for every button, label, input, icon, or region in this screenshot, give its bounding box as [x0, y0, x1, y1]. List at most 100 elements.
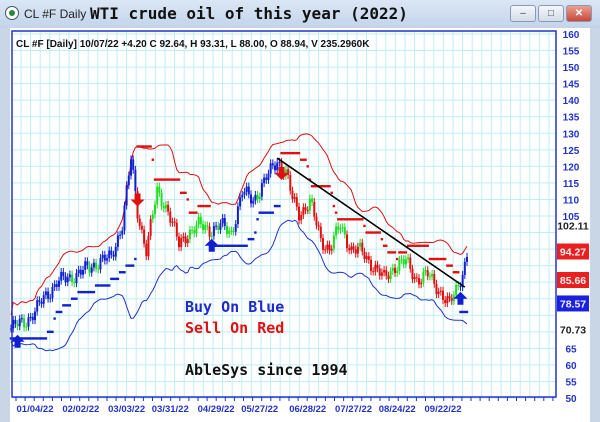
- price-bar-body: [335, 226, 338, 236]
- stop-dot: [345, 218, 349, 221]
- price-bar-body: [25, 326, 28, 328]
- stop-dot: [286, 151, 290, 155]
- price-bar-body: [239, 197, 242, 207]
- bands: [10, 133, 468, 352]
- x-tick-label: 03/31/22: [152, 404, 189, 415]
- price-bar-body: [258, 196, 261, 200]
- price-bar-body: [210, 235, 213, 237]
- stop-dot: [221, 244, 224, 247]
- y-tick-label: 60: [565, 361, 577, 372]
- stop-dot: [116, 277, 120, 281]
- stop-dot: [356, 218, 360, 221]
- stop-dot: [426, 244, 429, 247]
- price-bar-body: [188, 229, 191, 240]
- sell-arrow-icon: [274, 166, 289, 180]
- y-tick-label: 150: [563, 63, 580, 74]
- price-bar-body: [103, 254, 106, 261]
- price-bar-body: [151, 214, 154, 220]
- price-bar-body: [230, 230, 233, 232]
- stop-dot: [208, 204, 211, 208]
- price-bar-body: [341, 227, 344, 229]
- price-bar-body: [88, 265, 91, 273]
- price-bar-body: [313, 201, 316, 217]
- stop-dot: [343, 218, 347, 221]
- price-bar-body: [271, 163, 274, 166]
- price-marker-label: 78.57: [560, 298, 586, 310]
- price-bar-body: [396, 270, 399, 273]
- price-bar-body: [114, 246, 117, 257]
- stop-dot: [247, 237, 251, 241]
- price-bar-body: [269, 163, 272, 174]
- price-bar-body: [221, 218, 224, 224]
- price-bar-body: [254, 194, 257, 201]
- stop-dot: [334, 211, 338, 214]
- stop-dot: [419, 244, 423, 247]
- stop-dot: [321, 185, 325, 188]
- stop-dot: [371, 231, 375, 234]
- close-button[interactable]: ✕: [566, 5, 592, 22]
- price-bar-body: [398, 259, 401, 271]
- price-bar-body: [402, 259, 405, 265]
- price-bar-body: [112, 254, 115, 257]
- stop-dot: [145, 145, 148, 148]
- price-bar-body: [84, 261, 87, 270]
- price-bar-body: [444, 299, 447, 304]
- stop-dot: [53, 317, 56, 320]
- stop-dot: [164, 178, 168, 181]
- stop-dot: [457, 271, 460, 274]
- price-bar-body: [315, 216, 318, 226]
- stop-dot: [223, 244, 227, 247]
- price-bar-body: [306, 210, 309, 212]
- price-bar-body: [36, 300, 39, 312]
- stop-dot: [376, 231, 379, 234]
- stop-dot: [40, 337, 43, 340]
- stop-dot: [299, 158, 303, 161]
- stop-dot: [66, 304, 69, 307]
- stop-dot: [400, 251, 403, 254]
- chart-header: CL #F [Daily] 10/07/22 +4.20 C 92.64, H …: [16, 39, 370, 50]
- stop-dot: [9, 337, 13, 340]
- stop-dot: [297, 151, 301, 155]
- stop-dot: [413, 244, 416, 247]
- price-bar-body: [75, 273, 78, 284]
- price-bar-body: [116, 235, 119, 247]
- stop-dot: [234, 244, 237, 247]
- price-bar-body: [90, 267, 93, 273]
- stop-dot: [49, 330, 52, 334]
- stop-dot: [57, 310, 61, 314]
- stop-dot: [79, 290, 83, 294]
- price-bar-body: [12, 319, 15, 329]
- stop-dot: [326, 185, 329, 188]
- price-bar-body: [92, 262, 95, 268]
- stop-dot: [332, 204, 336, 208]
- price-bar-body: [243, 191, 246, 195]
- price-bar-body: [206, 225, 209, 227]
- price-marker-box: [557, 243, 589, 260]
- price-bar-body: [280, 161, 283, 172]
- stop-dot: [236, 244, 240, 247]
- stop-dot: [406, 244, 410, 247]
- stop-dot: [256, 218, 259, 221]
- price-bar-body: [195, 224, 198, 234]
- price-bar-body: [149, 219, 152, 236]
- stop-dot: [203, 204, 207, 208]
- price-bar-body: [199, 216, 202, 225]
- maximize-button[interactable]: □: [538, 5, 564, 22]
- stop-dot: [267, 211, 270, 214]
- stop-dot: [73, 297, 76, 300]
- stop-dot: [315, 185, 318, 188]
- stop-dot: [448, 264, 451, 267]
- x-tick-label: 03/03/22: [108, 404, 145, 415]
- price-bar-body: [217, 225, 220, 230]
- minimize-button[interactable]: –: [510, 5, 536, 22]
- price-bar-body: [175, 222, 178, 237]
- price-bar-body: [108, 250, 111, 259]
- price-bar-body: [330, 248, 333, 251]
- annotation-brand: AbleSys since 1994: [185, 361, 348, 379]
- price-bar-body: [426, 270, 429, 277]
- stop-dot: [175, 178, 179, 181]
- price-bar-body: [162, 206, 165, 209]
- lower-band: [10, 219, 468, 352]
- stop-dot: [46, 330, 50, 334]
- price-bar-body: [51, 287, 54, 298]
